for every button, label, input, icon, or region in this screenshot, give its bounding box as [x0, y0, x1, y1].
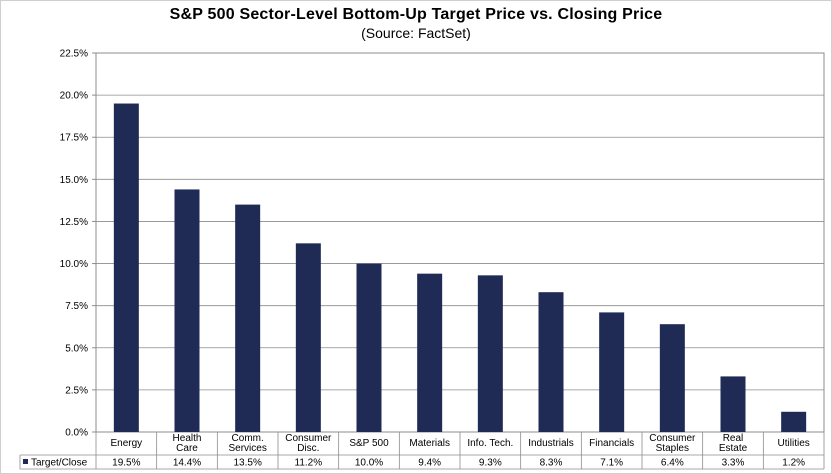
y-tick-label: 7.5%: [65, 301, 88, 312]
value-label: 14.4%: [173, 458, 201, 469]
bar: [113, 103, 139, 433]
y-tick-label: 17.5%: [60, 133, 88, 144]
category-label: Industrials: [528, 438, 574, 449]
category-label: Comm.: [232, 433, 264, 444]
bar: [174, 189, 200, 432]
category-label: Services: [228, 443, 266, 454]
y-tick-label: 12.5%: [60, 217, 88, 228]
category-label: Disc.: [297, 443, 319, 454]
bar: [295, 243, 321, 432]
bar: [477, 275, 503, 432]
y-tick-label: 0.0%: [65, 428, 88, 439]
chart-title: S&P 500 Sector-Level Bottom-Up Target Pr…: [169, 6, 663, 23]
y-tick-label: 22.5%: [60, 49, 88, 60]
bar: [417, 273, 443, 432]
category-label: Utilities: [778, 438, 810, 449]
y-tick-label: 5.0%: [65, 343, 88, 354]
value-label: 19.5%: [112, 458, 140, 469]
bar: [356, 263, 382, 432]
category-label: S&P 500: [349, 438, 389, 449]
bar: [538, 292, 564, 432]
y-tick-label: 2.5%: [65, 385, 88, 396]
value-label: 13.5%: [233, 458, 261, 469]
category-label: Materials: [409, 438, 450, 449]
category-label: Consumer: [649, 433, 696, 444]
bar: [659, 324, 685, 432]
category-label: Energy: [110, 438, 142, 449]
value-label: 7.1%: [600, 458, 623, 469]
category-label: Financials: [589, 438, 634, 449]
bar: [781, 411, 807, 432]
chart-subtitle: (Source: FactSet): [361, 25, 471, 41]
category-label: Real: [723, 433, 744, 444]
bar: [599, 312, 625, 432]
category-label: Consumer: [285, 433, 332, 444]
value-label: 9.4%: [418, 458, 441, 469]
y-tick-label: 15.0%: [60, 175, 88, 186]
value-label: 10.0%: [355, 458, 383, 469]
bar: [720, 376, 746, 432]
category-label: Care: [176, 443, 198, 454]
value-label: 8.3%: [540, 458, 563, 469]
y-tick-label: 20.0%: [60, 91, 88, 102]
bar: [235, 204, 261, 432]
category-label: Health: [173, 433, 202, 444]
category-label: Estate: [719, 443, 748, 454]
category-label: Staples: [656, 443, 689, 454]
category-label: Info. Tech.: [467, 438, 513, 449]
legend-label: Target/Close: [31, 458, 88, 469]
value-label: 6.4%: [661, 458, 684, 469]
legend-key: [23, 459, 28, 464]
value-label: 9.3%: [479, 458, 502, 469]
plot-area-border: [95, 52, 825, 433]
value-label: 3.3%: [722, 458, 745, 469]
value-label: 1.2%: [782, 458, 805, 469]
y-tick-label: 10.0%: [60, 259, 88, 270]
value-label: 11.2%: [295, 458, 323, 469]
